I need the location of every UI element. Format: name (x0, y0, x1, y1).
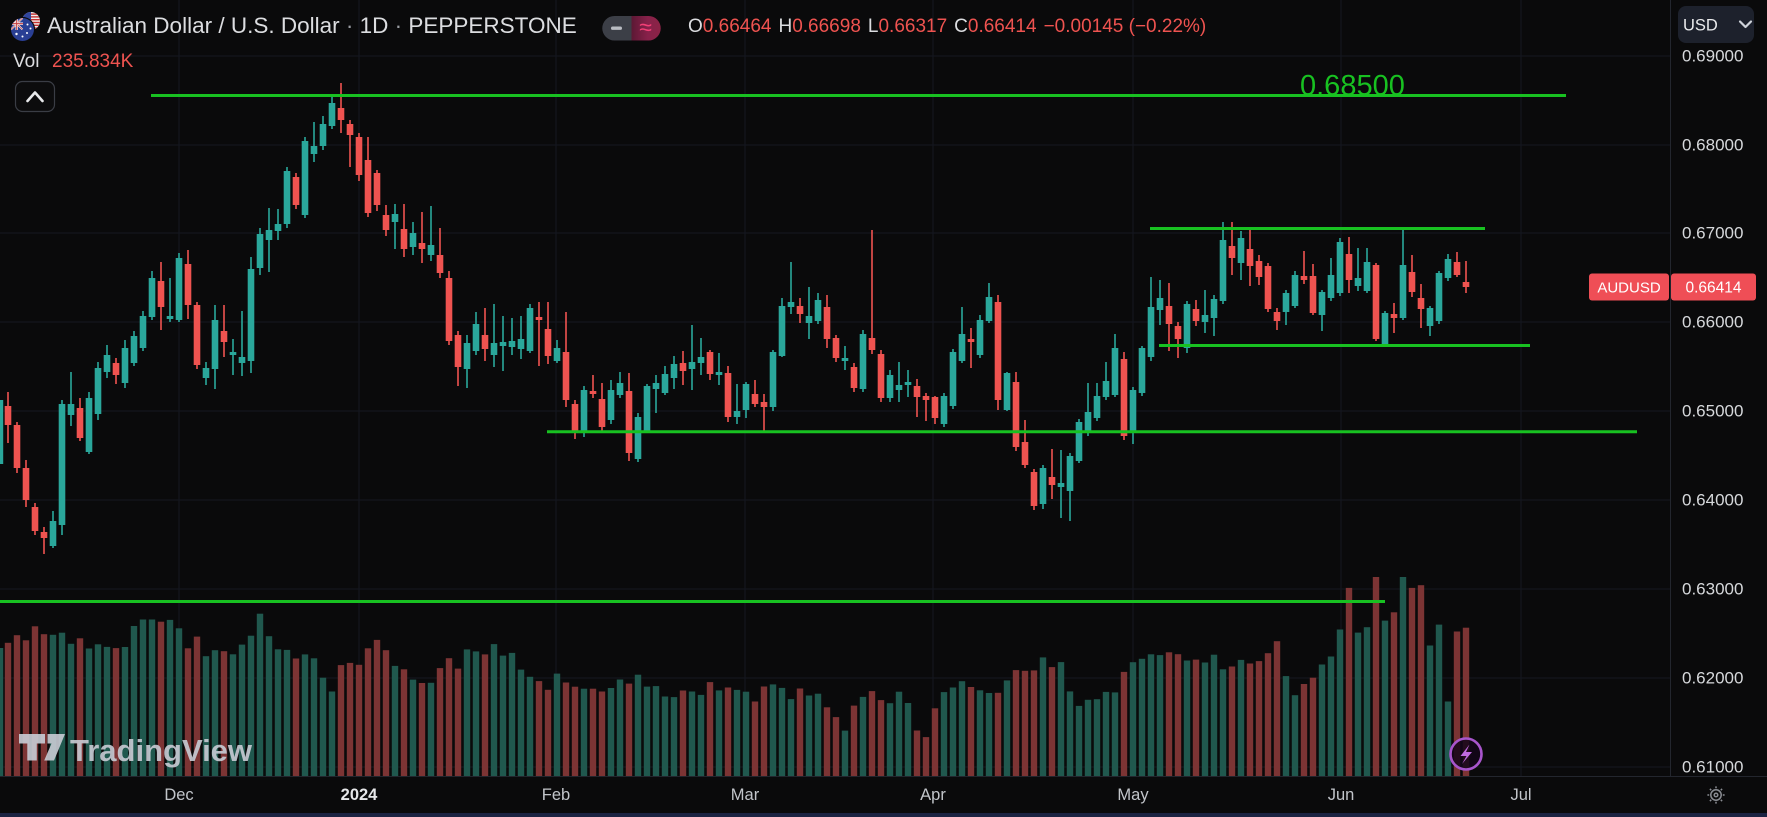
svg-text:0.66000: 0.66000 (1682, 313, 1743, 332)
svg-text:USD: USD (1683, 17, 1718, 35)
svg-text:Australian Dollar / U.S. Dolla: Australian Dollar / U.S. Dollar · 1D · P… (47, 13, 577, 38)
svg-text:0.63000: 0.63000 (1682, 580, 1743, 599)
svg-text:≈: ≈ (639, 14, 652, 40)
svg-text:0.68000: 0.68000 (1682, 136, 1743, 155)
svg-text:0.65000: 0.65000 (1682, 402, 1743, 421)
svg-text:Jul: Jul (1510, 786, 1531, 804)
svg-text:0.69000: 0.69000 (1682, 47, 1743, 66)
svg-text:0.68500: 0.68500 (1300, 70, 1405, 102)
svg-text:0.66414: 0.66414 (1685, 280, 1741, 297)
svg-text:0.64000: 0.64000 (1682, 491, 1743, 510)
svg-text:Feb: Feb (542, 786, 570, 804)
svg-text:Apr: Apr (920, 786, 946, 804)
svg-text:Mar: Mar (731, 786, 760, 804)
svg-text:0.61000: 0.61000 (1682, 758, 1743, 777)
svg-text:TradingView: TradingView (70, 733, 253, 768)
svg-text:AUDUSD: AUDUSD (1597, 280, 1661, 297)
svg-text:Jun: Jun (1328, 786, 1355, 804)
svg-text:0.67000: 0.67000 (1682, 224, 1743, 243)
svg-text:0.62000: 0.62000 (1682, 669, 1743, 688)
svg-text:Dec: Dec (164, 786, 193, 804)
svg-text:235.834K: 235.834K (52, 51, 134, 72)
svg-text:Vol: Vol (13, 51, 39, 72)
svg-text:2024: 2024 (341, 786, 379, 804)
svg-text:May: May (1117, 786, 1149, 804)
